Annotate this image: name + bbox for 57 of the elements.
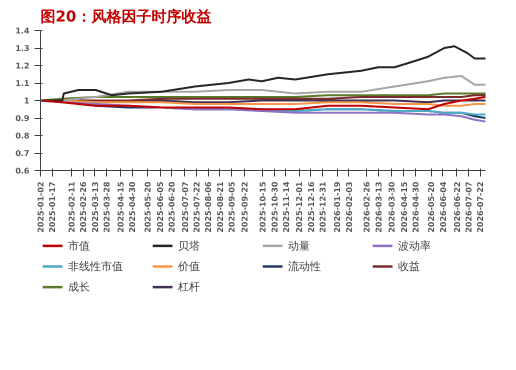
- x-tick-label: 2025-04-15: [116, 181, 126, 233]
- x-tick-label: 2025-06-20: [168, 181, 177, 233]
- x-tick-label: 2026-02-03: [344, 182, 354, 233]
- x-tick-label: 2026-04-30: [412, 181, 421, 233]
- x-tick-label: 2026-07-07: [464, 182, 474, 233]
- legend-label: 流动性: [288, 260, 321, 273]
- x-tick-label: 2025-09-22: [240, 182, 250, 233]
- x-tick-label: 2025-12-31: [318, 181, 328, 233]
- x-tick-label: 2025-12-01: [295, 181, 304, 233]
- legend-label: 市值: [68, 239, 90, 252]
- x-tick-label: 2025-08-21: [216, 181, 225, 233]
- y-tick-label: 0.9: [15, 114, 30, 123]
- y-tick-label: 0.8: [15, 132, 30, 140]
- legend-label: 动量: [288, 239, 310, 252]
- legend-label: 杠杆: [177, 280, 200, 294]
- line-series: [40, 45, 486, 102]
- x-tick-label: 2025-06-05: [156, 181, 166, 233]
- x-tick-label: 2025-11-14: [282, 181, 291, 233]
- x-tick-label: 2026-06-04: [438, 181, 448, 233]
- x-tick-label: 2025-12-16: [306, 181, 316, 233]
- x-tick-label: 2025-09-05: [228, 181, 237, 233]
- x-tick-label: 2025-02-11: [68, 181, 77, 233]
- x-tick-label: 2026-07-22: [476, 182, 486, 233]
- x-tick-label: 2025-01-02: [36, 182, 46, 233]
- x-tick-label: 2026-01-19: [333, 181, 342, 233]
- y-tick-label: 1.3: [15, 44, 30, 53]
- y-tick-label: 1.1: [15, 79, 30, 88]
- legend-label: 贝塔: [178, 239, 200, 252]
- y-tick-label: 1.4: [15, 26, 30, 36]
- x-tick-label: 2026-03-13: [374, 182, 384, 233]
- x-tick-label: 2025-02-26: [79, 181, 88, 233]
- x-tick-label: 2025-05-20: [144, 181, 153, 233]
- x-tick-label: 2026-04-15: [400, 181, 409, 233]
- x-tick-label: 2026-06-22: [452, 182, 462, 233]
- x-tick-label: 2025-03-28: [102, 181, 112, 233]
- x-tick-label: 2025-07-22: [192, 182, 202, 233]
- y-tick-label: 1.2: [15, 62, 30, 70]
- x-tick-label: 2025-07-07: [180, 182, 190, 233]
- x-tick-label: 2026-02-26: [362, 181, 372, 233]
- legend-label: 价值: [177, 260, 200, 273]
- chart-title: 图20：风格因子时序收益: [40, 8, 212, 26]
- legend-label: 波动率: [398, 239, 431, 252]
- x-tick-label: 2025-10-30: [270, 181, 280, 233]
- x-tick-label: 2026-03-30: [388, 181, 397, 233]
- x-tick-label: 2026-05-20: [427, 181, 436, 233]
- legend-label: 成长: [68, 280, 90, 294]
- x-tick-label: 2025-10-15: [258, 181, 268, 233]
- x-tick-label: 2025-08-06: [204, 181, 214, 233]
- y-tick-label: 0.7: [15, 149, 30, 158]
- y-tick-label: 0.6: [15, 166, 30, 176]
- line-series: [40, 96, 486, 110]
- x-tick-label: 2025-03-13: [90, 182, 100, 233]
- legend-label: 非线性市值: [68, 260, 123, 273]
- legend-label: 收益: [398, 260, 420, 273]
- y-tick-label: 1: [24, 96, 30, 106]
- x-tick-label: 2025-04-30: [128, 181, 138, 233]
- x-tick-label: 2025-01-17: [48, 182, 58, 233]
